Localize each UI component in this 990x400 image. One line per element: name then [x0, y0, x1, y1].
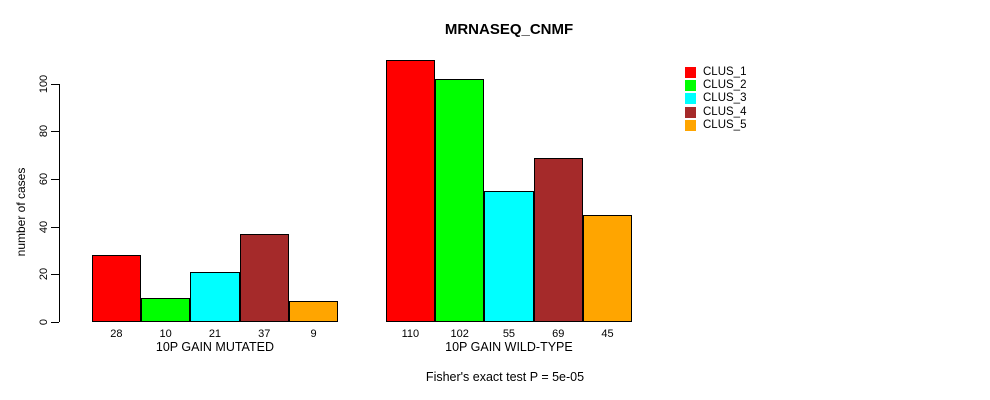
legend-swatch-icon [685, 67, 696, 79]
y-tick-mark [51, 179, 59, 181]
bar-value-label: 28 [110, 328, 123, 340]
bar-value-label: 55 [502, 328, 516, 340]
bar-clus_5-1 [288, 300, 339, 322]
bar-clus_2-2 [435, 79, 485, 322]
legend-label: CLUS_4 [703, 105, 747, 118]
y-tick-label-text: 80 [38, 125, 50, 138]
y-tick-mark [51, 274, 59, 276]
legend-swatch-icon [685, 93, 696, 105]
group-label: 10P GAIN MUTATED [155, 340, 274, 354]
bar-clus_2-1 [141, 298, 191, 322]
y-tick-label-text: 20 [38, 268, 50, 281]
bar-clus_4-1 [239, 233, 289, 322]
legend-label: CLUS_2 [703, 79, 747, 92]
bar-clus_1-1 [91, 255, 141, 322]
y-tick-mark [51, 131, 59, 133]
legend-label: CLUS_5 [703, 118, 747, 131]
stat-test-caption: Fisher's exact test P = 5e-05 [425, 370, 585, 384]
legend-swatch-icon [685, 119, 696, 131]
bar-value-label: 10 [159, 328, 172, 340]
legend: CLUS_1 CLUS_2 CLUS_3 CLUS_4 CLUS_5 [685, 66, 746, 132]
bar-value-label: 9 [310, 328, 317, 340]
y-tick-mark [51, 322, 59, 323]
bar-value-label: 21 [208, 328, 222, 340]
y-axis-title-text: number of cases [14, 167, 28, 257]
bar-value-label: 110 [401, 328, 420, 340]
group-label: 10P GAIN WILD-TYPE [445, 340, 573, 354]
legend-label: CLUS_3 [703, 92, 747, 105]
y-tick-mark [51, 226, 59, 228]
y-tick-label-text: 40 [38, 220, 50, 233]
bar-value-label: 45 [601, 328, 614, 340]
bar-clus_5-2 [582, 214, 633, 322]
y-axis-line [59, 83, 60, 322]
legend-item-clus_1: CLUS_1 [685, 66, 746, 79]
legend-swatch-icon [685, 106, 696, 118]
legend-item-clus_3: CLUS_3 [685, 92, 746, 105]
legend-swatch-icon [685, 80, 696, 92]
y-tick-mark [51, 83, 59, 85]
y-tick-label-text: 60 [38, 172, 50, 186]
legend-item-clus_4: CLUS_4 [685, 106, 746, 119]
bar-clus_3-2 [484, 191, 534, 322]
bar-clus_4-2 [533, 157, 583, 322]
chart-title: MRNASEQ_CNMF [444, 21, 574, 38]
legend-item-clus_5: CLUS_5 [685, 119, 746, 132]
legend-label: CLUS_1 [703, 66, 747, 79]
y-tick-label-text: 0 [38, 318, 50, 326]
bar-clus_3-1 [190, 271, 240, 322]
bar-value-label: 37 [258, 328, 271, 340]
bar-value-label: 102 [450, 328, 469, 340]
y-tick-label-text: 100 [38, 74, 50, 93]
bar-clus_1-2 [385, 60, 435, 322]
legend-item-clus_2: CLUS_2 [685, 79, 746, 92]
bar-value-label: 69 [552, 328, 565, 340]
